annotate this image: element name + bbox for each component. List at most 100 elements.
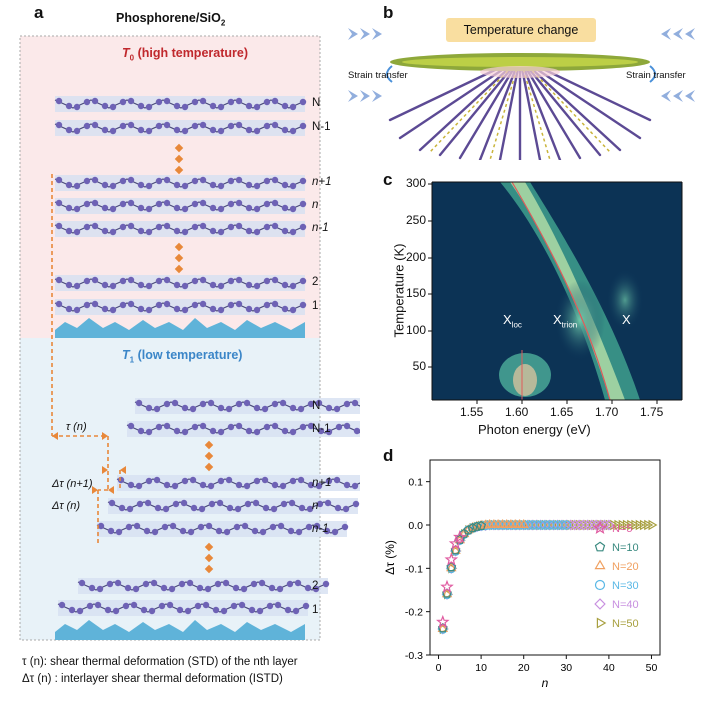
data-point [594, 519, 606, 531]
bottom-layer-label: N-1 [312, 423, 331, 435]
panel-d-chart: 0 10 20 30 40 50 -0.3 -0.2 -0.1 0.0 0.1 n Δτ (%) N=5 N… [383, 459, 661, 690]
legend-marker [594, 579, 606, 591]
data-point [440, 579, 454, 593]
panel-b-illustration [348, 28, 695, 160]
x-tick: 1.65 [550, 405, 574, 419]
data-point [446, 561, 457, 572]
x-tick-label: 20 [518, 662, 530, 674]
x-axis-label: n [542, 676, 549, 690]
legend-marker [594, 541, 606, 552]
legend-label: N=5 [612, 523, 633, 535]
data-point [463, 525, 474, 535]
data-point [631, 519, 641, 531]
top-layer-label: n+1 [312, 176, 332, 188]
data-point [644, 519, 654, 531]
data-point [605, 519, 615, 531]
data-point [471, 521, 482, 531]
temperature-change-banner: Temperature change [446, 18, 596, 42]
y-tick-label: -0.1 [405, 563, 423, 575]
y-tick-label: -0.3 [405, 650, 423, 662]
xtrion-label: Xtrion [553, 312, 578, 330]
legend-marker [594, 598, 606, 610]
y-tick-label: 0.1 [408, 477, 423, 489]
data-point [557, 520, 567, 530]
strain-transfer-left: Strain transfer [348, 70, 408, 81]
data-point [565, 519, 577, 531]
data-point [573, 519, 585, 531]
x-tick-label: 30 [560, 662, 572, 674]
data-point [569, 519, 581, 531]
data-point [603, 519, 615, 531]
data-point [599, 519, 611, 531]
top-layer-label: N [312, 97, 321, 109]
y-tick: 200 [405, 250, 426, 264]
data-point [639, 519, 650, 531]
x-tick: 1.70 [595, 405, 619, 419]
data-point [459, 528, 470, 538]
bottom-layer-label: N [312, 400, 321, 412]
data-point [448, 536, 463, 550]
legend-marker [596, 617, 607, 629]
data-point [561, 520, 572, 530]
panel-d-letter: d [383, 446, 394, 465]
legend-label: N=20 [612, 561, 639, 573]
data-point [435, 614, 450, 628]
data-point [518, 519, 529, 529]
data-point [648, 519, 658, 531]
x-tick-label: 10 [475, 662, 487, 674]
legend-marker [592, 520, 608, 535]
top-layer-label: N-1 [312, 121, 331, 133]
bottom-layer-label: 1 [312, 604, 319, 616]
top-layer-label: 1 [312, 300, 319, 312]
data-point [622, 519, 633, 531]
y-tick: 300 [405, 176, 426, 190]
legend-std: τ (n): shear thermal deformation (STD) o… [22, 656, 298, 668]
data-point [577, 519, 589, 531]
legend-label: N=30 [612, 580, 639, 592]
bottom-layer-label: n [312, 500, 319, 512]
legend-label: N=10 [612, 542, 639, 554]
data-point [582, 519, 594, 531]
high-temperature-heading: T0 (high temperature) [122, 46, 248, 63]
panel-c-map [428, 181, 683, 404]
x-tick-label: 50 [646, 662, 658, 674]
x-tick-label: 40 [603, 662, 615, 674]
data-point [614, 519, 624, 531]
panel-b-letter: b [383, 3, 394, 22]
panel-a-title: Phosphorene/SiO2 [116, 11, 226, 28]
data-point [444, 552, 459, 566]
bottom-layer-label: 2 [312, 580, 319, 592]
tau-label: τ (n) [66, 421, 87, 433]
y-tick: 100 [405, 323, 426, 337]
data-point [476, 520, 487, 531]
legend-label: N=40 [612, 599, 639, 611]
x-tick: 1.75 [640, 405, 664, 419]
top-layer-label: 2 [312, 276, 319, 288]
data-point [586, 519, 598, 531]
legend-label: N=50 [612, 618, 639, 630]
dtau-n1-label: Δτ (n+1) [52, 478, 93, 490]
x-tick: 1.55 [460, 405, 484, 419]
legend-istd: Δτ (n) : interlayer shear thermal deform… [22, 673, 283, 685]
legend-marker [594, 559, 606, 570]
dtau-n-label: Δτ (n) [52, 500, 80, 512]
top-layer-label: n [312, 199, 319, 211]
panel-c-xlabel: Photon energy (eV) [478, 422, 591, 437]
data-point [610, 519, 620, 531]
top-layer-label: n-1 [312, 222, 329, 234]
bottom-layer-label: n-1 [312, 523, 329, 535]
y-tick-label: 0.0 [408, 520, 423, 532]
y-tick: 150 [405, 286, 426, 300]
data-point [452, 529, 467, 544]
x-exciton-label: X [622, 312, 631, 327]
data-point [467, 522, 478, 533]
panel-a-letter: a [34, 3, 44, 22]
panel-c-letter: c [383, 170, 393, 189]
low-temperature-heading: T1 (low temperature) [122, 348, 243, 365]
strain-transfer-right: Strain transfer [626, 70, 686, 81]
y-axis-label: Δτ (%) [383, 540, 397, 575]
x-tick: 1.60 [505, 405, 529, 419]
y-tick-label: -0.2 [405, 607, 423, 619]
panel-a-schematic [19, 35, 360, 641]
y-tick: 250 [405, 213, 426, 227]
